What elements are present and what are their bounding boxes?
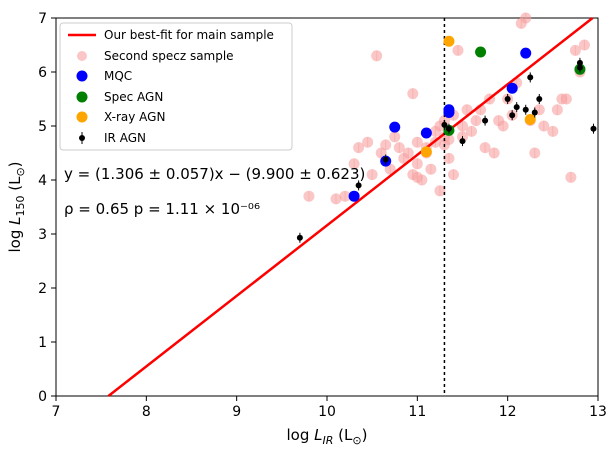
point-ir-agn	[527, 74, 534, 81]
fit-line-path	[107, 17, 594, 397]
point-ir-agn	[590, 125, 597, 132]
legend-spec-agn-label: Spec AGN	[104, 90, 163, 104]
point-ir-agn	[509, 112, 516, 119]
x-tick-label: 9	[232, 404, 241, 420]
point-ir-agn	[522, 106, 529, 113]
series-second-specz	[303, 12, 590, 205]
point-mqc	[443, 104, 455, 116]
point-ir-agn	[441, 121, 448, 128]
y-tick-label: 3	[38, 227, 47, 243]
y-axis-label: log L150 (L⊙)	[6, 161, 27, 252]
point-ir-agn	[504, 96, 511, 102]
point-ir-agn	[355, 182, 362, 189]
point-ir-agn	[296, 234, 303, 241]
point-ir-agn	[576, 64, 583, 71]
x-tick-label: 10	[318, 404, 336, 420]
x-tick-label: 8	[142, 404, 151, 420]
legend-xray-agn-label: X-ray AGN	[104, 110, 165, 124]
point-ir-agn	[531, 109, 538, 116]
legend-fit-label: Our best-fit for main sample	[104, 28, 274, 42]
point-xray-agn	[524, 114, 536, 126]
x-tick-label: 13	[589, 404, 607, 420]
legend-spec-agn-swatch	[76, 91, 88, 103]
legend-mqc-swatch	[76, 70, 88, 82]
legend-box	[59, 22, 293, 151]
point-mqc	[520, 47, 532, 59]
series-agn-points	[296, 35, 597, 243]
y-tick-label: 0	[38, 389, 47, 405]
y-tick-label: 1	[38, 335, 47, 351]
point-ir-agn	[382, 156, 389, 163]
legend: Our best-fit for main sample Second spec…	[59, 22, 293, 151]
y-tick-label: 6	[38, 65, 47, 81]
point-ir-agn	[513, 104, 520, 111]
fit-equation: y = (1.306 ± 0.057)x − (9.900 ± 0.623)	[64, 165, 365, 183]
correlation-stats: ρ = 0.65 p = 1.11 × 10⁻⁰⁶	[64, 200, 260, 218]
point-xray-agn	[420, 146, 432, 158]
point-xray-agn	[443, 35, 455, 47]
point-ir-agn	[459, 138, 466, 145]
point-ir-agn	[482, 117, 489, 124]
x-axis-label: log LIR (L⊙)	[287, 426, 368, 447]
point-ir-agn	[445, 125, 452, 132]
x-tick-label: 11	[408, 404, 426, 420]
point-mqc	[348, 190, 360, 202]
best-fit-line	[107, 17, 594, 397]
y-tick-label: 2	[38, 281, 47, 297]
point-mqc	[389, 121, 401, 133]
point-mqc	[420, 127, 432, 139]
legend-ir-agn-swatch	[79, 135, 85, 141]
legend-ir-agn-label: IR AGN	[104, 131, 146, 145]
legend-second-specz-label: Second specz sample	[104, 49, 234, 63]
y-tick-label: 4	[38, 173, 47, 189]
x-tick-label: 7	[52, 404, 61, 420]
point-spec-agn	[475, 46, 487, 58]
y-tick-label: 7	[38, 11, 47, 27]
legend-xray-agn-swatch	[76, 111, 88, 123]
legend-mqc-label: MQC	[104, 69, 132, 83]
x-tick-label: 12	[499, 404, 517, 420]
y-tick-label: 5	[38, 119, 47, 135]
legend-second-specz-swatch	[77, 51, 87, 61]
point-ir-agn	[536, 96, 543, 102]
point-mqc	[506, 82, 518, 94]
